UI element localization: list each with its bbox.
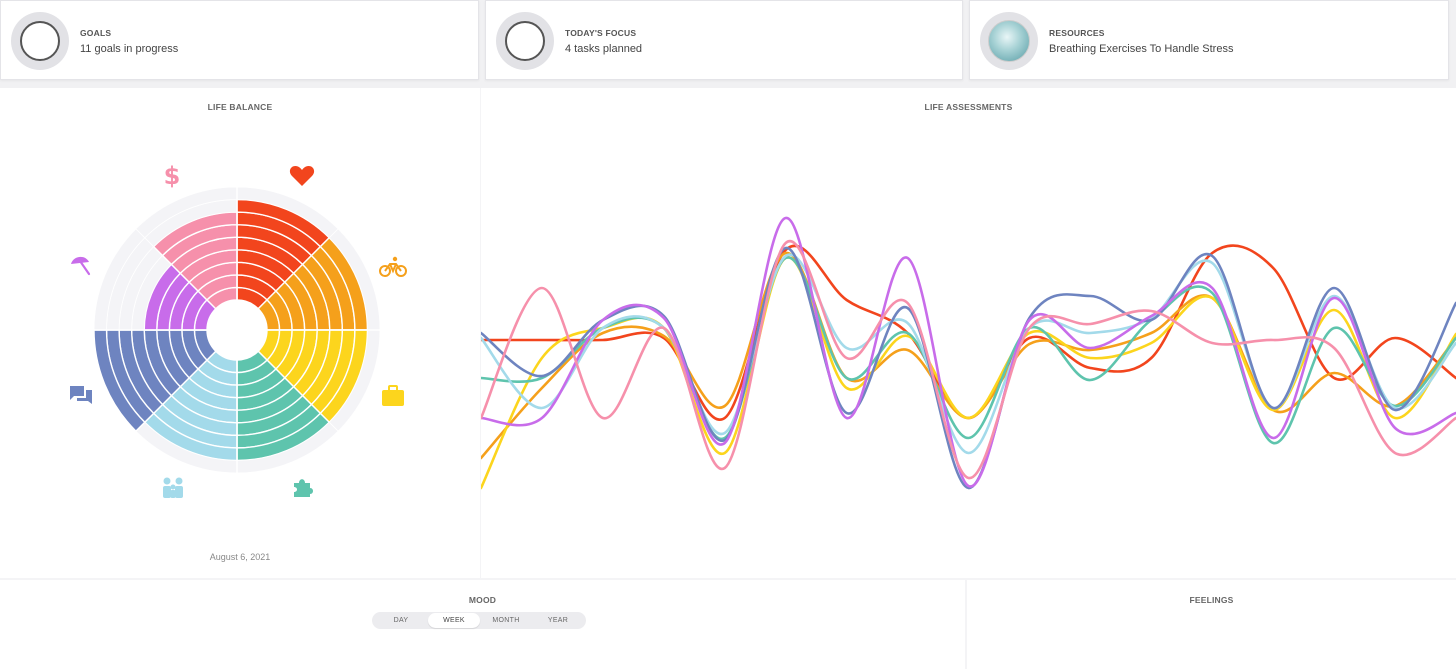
resource-thumbnail-ring: [980, 12, 1038, 70]
tab-day[interactable]: DAY: [393, 617, 409, 624]
focus-progress-ring: [496, 12, 554, 70]
summary-bar: GOALS 11 goals in progress TODAY'S FOCUS…: [0, 0, 1456, 88]
todays-focus-card[interactable]: TODAY'S FOCUS 4 tasks planned: [485, 0, 963, 80]
feelings-title: FEELINGS: [1189, 595, 1234, 605]
goals-card-label: GOALS: [80, 28, 112, 38]
mood-title: MOOD: [468, 595, 497, 605]
mood-range-toggle: DAY WEEK MONTH YEAR: [372, 612, 586, 629]
goals-card[interactable]: GOALS 11 goals in progress: [0, 0, 479, 80]
resources-card-value: Breathing Exercises To Handle Stress: [1049, 43, 1234, 55]
wheel-center: [207, 300, 267, 360]
resources-card[interactable]: RESOURCES Breathing Exercises To Handle …: [969, 0, 1449, 80]
assessment-line-family: [481, 253, 1456, 455]
bicycle-icon[interactable]: [379, 256, 407, 278]
chat-icon[interactable]: [69, 384, 93, 406]
tab-year[interactable]: YEAR: [547, 617, 569, 624]
dollar-icon[interactable]: $: [162, 162, 182, 188]
heart-icon[interactable]: [289, 164, 315, 188]
briefcase-icon[interactable]: [381, 385, 405, 407]
assessment-line-fun: [481, 216, 1456, 488]
feelings-panel: FEELINGS: [967, 580, 1456, 669]
life-balance-title: LIFE BALANCE: [207, 102, 273, 112]
umbrella-icon[interactable]: [69, 254, 93, 278]
goals-progress-ring: [11, 12, 69, 70]
goals-card-value: 11 goals in progress: [80, 43, 179, 55]
resource-thumbnail: [988, 20, 1030, 62]
resources-card-label: RESOURCES: [1049, 28, 1105, 38]
life-balance-date: August 6, 2021: [209, 552, 271, 562]
assessment-line-finance: [481, 239, 1456, 480]
assessment-line-fitness: [481, 251, 1456, 460]
life-balance-panel: LIFE BALANCE $ August 6, 2021: [0, 88, 480, 578]
puzzle-icon[interactable]: [291, 476, 315, 498]
tab-month[interactable]: MONTH: [492, 617, 520, 624]
svg-text:$: $: [164, 162, 181, 188]
life-balance-wheel[interactable]: [0, 88, 480, 578]
focus-card-label: TODAY'S FOCUS: [565, 28, 637, 38]
focus-card-value: 4 tasks planned: [565, 43, 643, 55]
tab-week[interactable]: WEEK: [428, 613, 480, 628]
life-assessments-title: LIFE ASSESSMENTS: [924, 102, 1013, 112]
life-assessments-chart[interactable]: [481, 88, 1456, 578]
life-assessments-panel: LIFE ASSESSMENTS: [481, 88, 1456, 578]
family-icon[interactable]: [160, 476, 186, 500]
